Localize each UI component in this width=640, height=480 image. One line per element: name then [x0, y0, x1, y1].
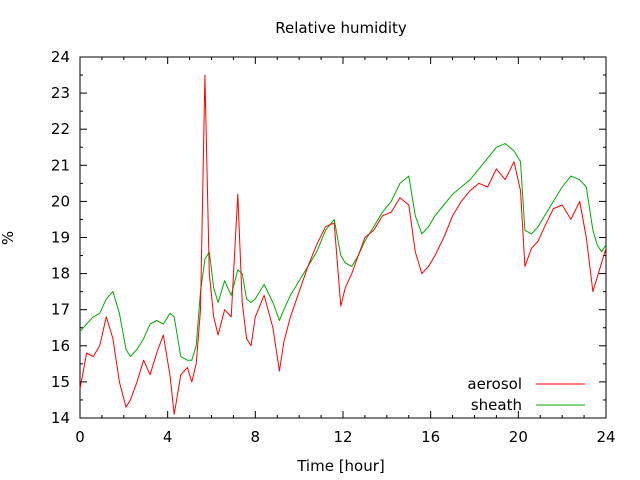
- y-tick-label: 20: [51, 192, 70, 210]
- y-axis-label: %: [0, 231, 17, 245]
- x-tick-label: 20: [509, 428, 528, 446]
- legend: aerosol sheath: [467, 375, 585, 414]
- legend-label-aerosol: aerosol: [467, 375, 522, 393]
- y-tick-label: 14: [51, 409, 70, 427]
- axis-ticks: 14 15 16 17 18 19 20 21 22 23 24 0 4 8 12 16 20 24: [51, 48, 616, 446]
- series-lines: [79, 74, 607, 415]
- legend-label-sheath: sheath: [471, 396, 522, 414]
- series-line-sheath: [79, 143, 607, 361]
- y-tick-label: 21: [51, 156, 70, 174]
- x-tick-label: 0: [75, 428, 85, 446]
- y-tick-label: 24: [51, 48, 70, 66]
- x-tick-label: 4: [163, 428, 173, 446]
- y-tick-label: 18: [51, 265, 70, 283]
- x-tick-label: 24: [596, 428, 615, 446]
- y-tick-label: 15: [51, 373, 70, 391]
- x-axis-label: Time [hour]: [296, 457, 385, 475]
- x-tick-label: 8: [251, 428, 261, 446]
- y-tick-label: 23: [51, 84, 70, 102]
- y-tick-label: 22: [51, 120, 70, 138]
- y-tick-label: 19: [51, 229, 70, 247]
- plot-frame: [79, 56, 607, 419]
- y-tick-label: 17: [51, 301, 70, 319]
- y-tick-label: 16: [51, 337, 70, 355]
- chart-title: Relative humidity: [275, 19, 407, 37]
- x-tick-label: 12: [333, 428, 352, 446]
- x-tick-label: 16: [421, 428, 440, 446]
- series-line-aerosol: [79, 74, 607, 415]
